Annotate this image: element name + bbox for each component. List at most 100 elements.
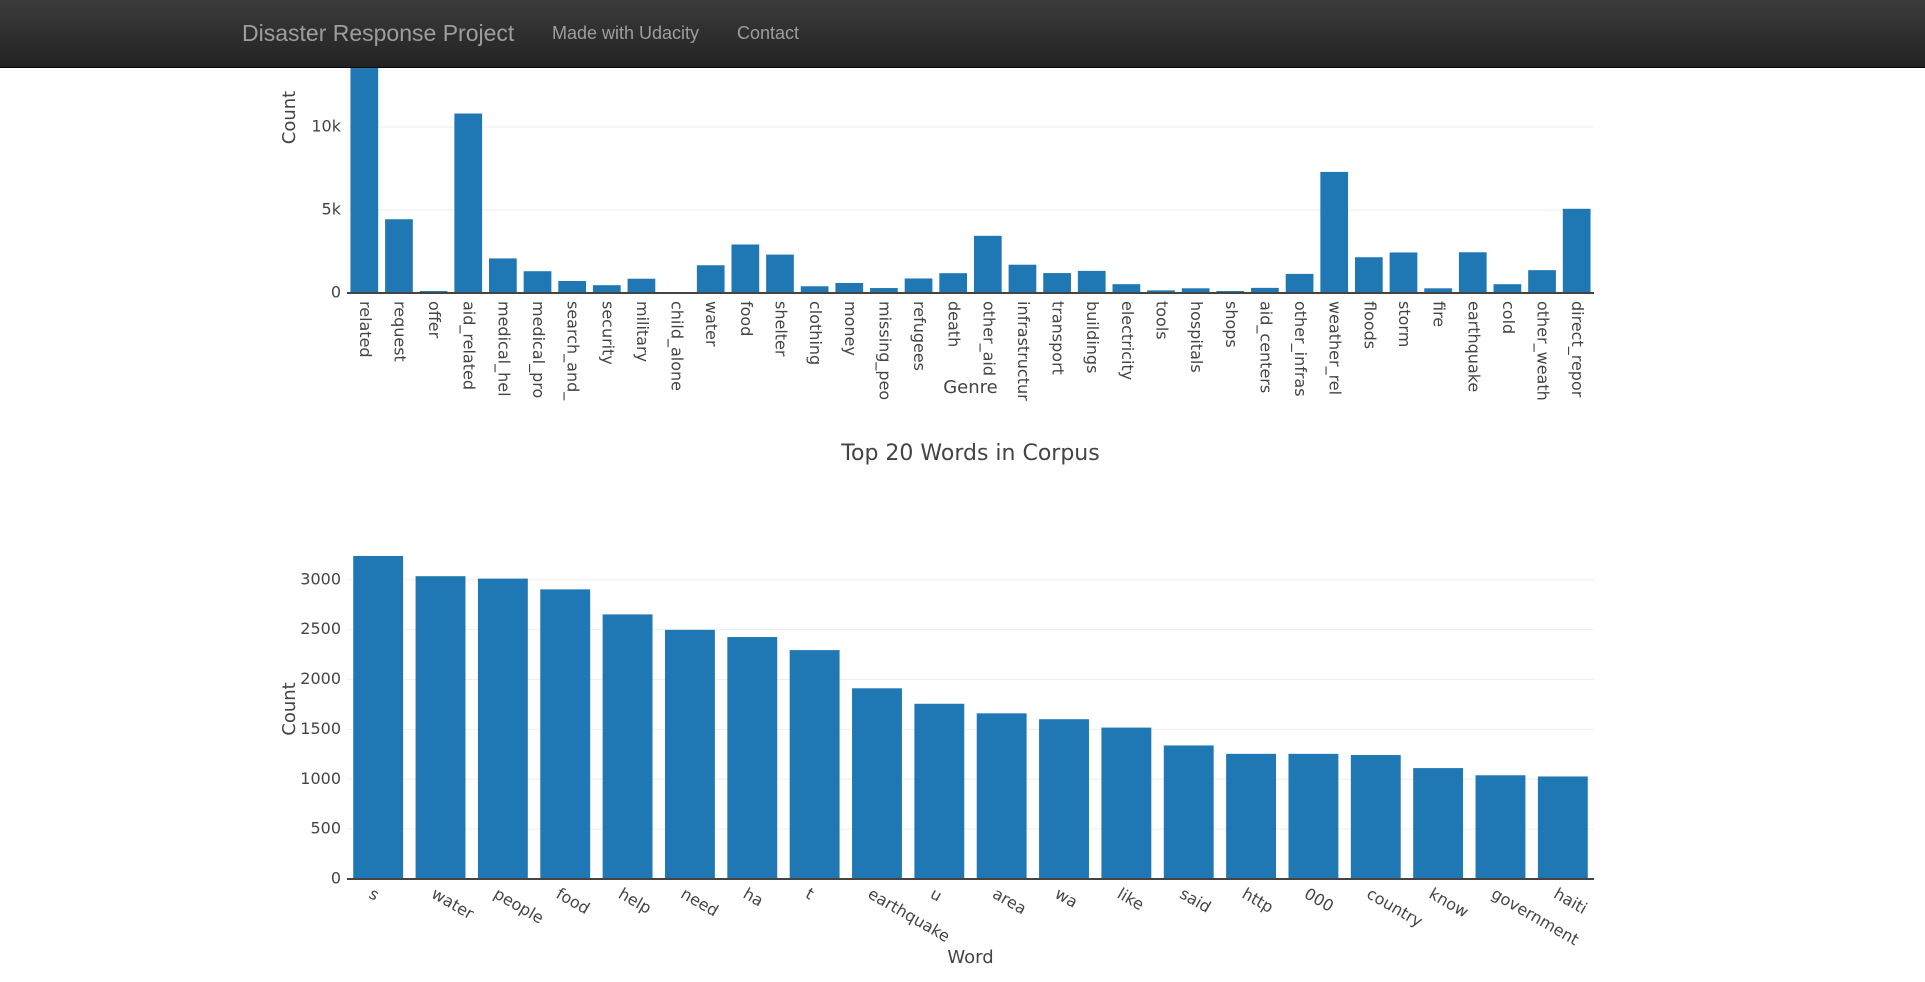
bar (731, 244, 760, 293)
x-tick-label: death (945, 301, 964, 347)
bar (1285, 273, 1314, 293)
x-tick-label: water (702, 301, 721, 347)
x-tick-label: infrastructur (1014, 301, 1033, 401)
nav-link[interactable]: Contact (737, 23, 800, 43)
x-tick-label: other_weath (1533, 301, 1553, 401)
chart-title: Top 20 Words in Corpus (840, 441, 1099, 466)
bar (766, 254, 794, 293)
bar (1320, 171, 1349, 293)
bar (1528, 270, 1556, 293)
bar (454, 113, 483, 293)
x-tick-label: ha (740, 884, 767, 910)
bar (1112, 284, 1141, 293)
x-tick-label: floods (1360, 301, 1379, 349)
bar (1389, 252, 1418, 293)
y-tick-label: 2500 (300, 619, 341, 638)
x-tick-label: area (989, 884, 1029, 918)
bar (1101, 727, 1152, 879)
bar (1350, 755, 1401, 879)
x-tick-label: food (737, 301, 756, 336)
x-tick-label: related (356, 301, 375, 358)
nav-link[interactable]: Made with Udacity (552, 23, 700, 43)
x-tick-label: buildings (1083, 301, 1102, 373)
bar (602, 614, 653, 879)
x-tick-label: military (633, 301, 652, 362)
bar (1039, 719, 1089, 879)
y-tick-label: 1000 (300, 769, 341, 788)
bar (523, 271, 552, 293)
bar (914, 703, 965, 879)
x-tick-label: money (841, 301, 860, 356)
y-axis-label: Count (279, 682, 300, 735)
bar (1537, 776, 1588, 879)
x-tick-label: know (1426, 884, 1472, 922)
x-tick-label: missing_peo (874, 301, 894, 400)
x-tick-label: offer (425, 301, 444, 339)
x-tick-label: need (678, 884, 722, 920)
bar (540, 589, 591, 879)
x-tick-label: cold (1499, 301, 1518, 334)
x-tick-label: fire (1430, 301, 1449, 327)
x-tick-label: security (598, 301, 617, 365)
x-tick-label: search_and_ (563, 301, 583, 401)
bar (627, 278, 656, 293)
bar (489, 258, 517, 293)
x-tick-label: child_alone (667, 301, 687, 391)
brand[interactable]: Disaster Response Project (242, 20, 515, 46)
bar (904, 278, 933, 293)
bar (1181, 288, 1210, 293)
bar (1251, 287, 1279, 293)
bar (727, 637, 778, 879)
x-axis-label: Word (947, 947, 993, 968)
x-tick-label: earthquake (1464, 301, 1483, 392)
x-tick-label: electricity (1118, 301, 1137, 380)
x-tick-label: wa (1052, 884, 1081, 912)
x-tick-label: shelter (771, 301, 790, 357)
y-tick-label: 500 (310, 819, 341, 838)
bar (558, 280, 587, 293)
x-tick-label: weather_rel (1325, 301, 1345, 395)
bar (976, 713, 1027, 879)
y-tick-label: 2000 (300, 669, 341, 688)
bar (1147, 290, 1175, 293)
bar (415, 576, 466, 879)
x-tick-label: hospitals (1187, 301, 1206, 373)
bar (1288, 753, 1339, 879)
x-tick-label: direct_repor (1567, 301, 1587, 398)
x-tick-label: shops (1222, 301, 1241, 348)
bar (1043, 273, 1071, 293)
y-axis-label: Count (279, 91, 300, 144)
x-tick-label: http (1239, 884, 1277, 917)
x-tick-label: people (491, 884, 547, 928)
x-tick-label: medical_hel (493, 301, 513, 397)
x-tick-label: s (366, 884, 383, 905)
x-tick-label: haiti (1551, 884, 1591, 918)
x-tick-label: medical_pro (528, 301, 548, 398)
bar (664, 629, 715, 879)
bar (1077, 270, 1106, 293)
bar (385, 219, 413, 293)
bar (696, 265, 725, 293)
bar (973, 235, 1002, 293)
x-tick-label: other_aid (978, 301, 998, 376)
bar (1413, 768, 1464, 879)
bar (1354, 257, 1383, 293)
bar (1475, 775, 1526, 879)
y-tick-label: 0 (331, 283, 341, 302)
bar (477, 578, 528, 879)
y-tick-label: 0 (331, 869, 341, 888)
x-tick-label: clothing (806, 301, 825, 365)
bar (592, 285, 621, 293)
x-tick-label: help (615, 884, 654, 918)
x-tick-label: u (927, 884, 945, 906)
y-tick-label: 5k (322, 200, 342, 219)
x-tick-label: refugees (910, 301, 929, 371)
bar (835, 282, 864, 293)
y-tick-label: 3000 (300, 569, 341, 588)
bar (353, 555, 404, 879)
x-tick-label: like (1114, 884, 1147, 914)
bar (1424, 288, 1452, 293)
bar (800, 286, 829, 293)
bar (939, 273, 968, 293)
